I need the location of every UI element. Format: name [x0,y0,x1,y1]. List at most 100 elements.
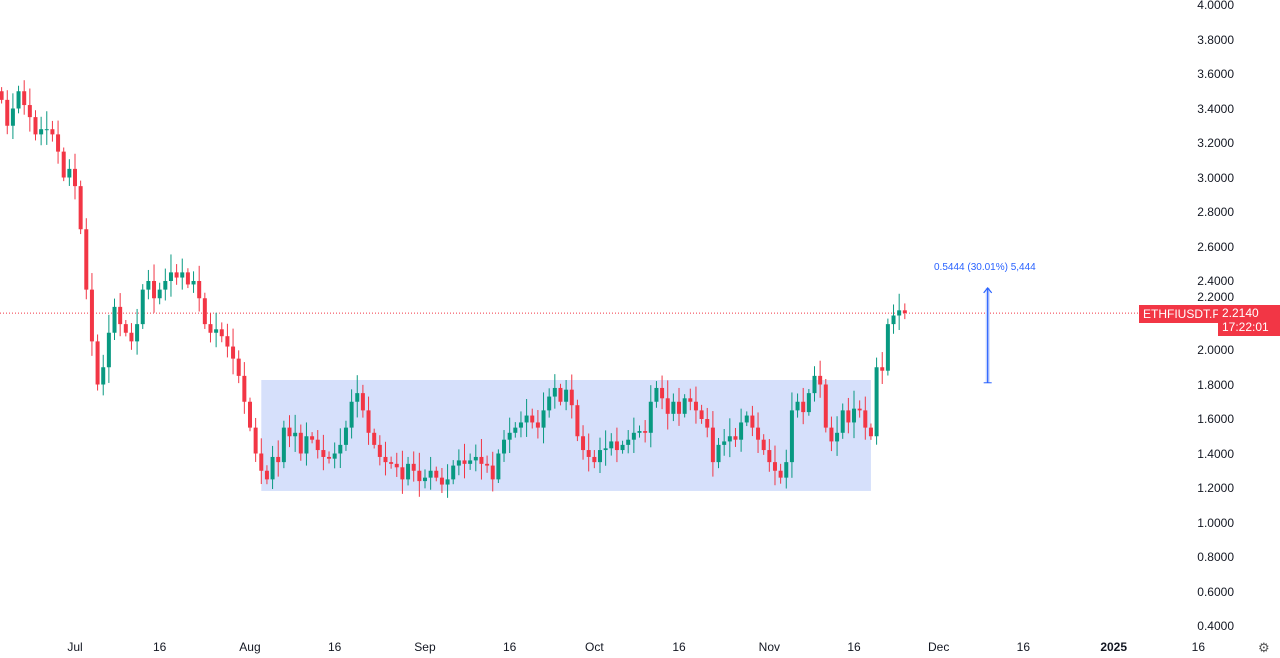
last-price: 2.2140 [1222,306,1259,320]
candle-body [219,329,224,337]
candle [744,411,749,427]
candle-body [846,410,851,423]
candle [535,410,540,439]
candle [208,313,213,343]
candle [462,443,467,479]
candle-body [552,387,557,397]
bar-countdown: 17:22:01 [1222,320,1269,334]
candle-body [50,129,55,135]
candle [620,440,625,454]
candle [739,408,744,452]
candle [236,350,241,384]
candle-body [772,462,777,471]
candle [61,147,66,182]
candle [507,417,512,453]
candle [95,334,100,391]
candle [496,449,501,483]
candle-body [118,306,123,325]
y-tick-label: 3.2000 [1197,136,1234,150]
candle-body [135,324,140,342]
candle [242,362,247,414]
candle-body [185,272,190,285]
candle [202,292,207,329]
candle [502,430,507,462]
candle-body [276,456,281,463]
candle [801,387,806,425]
candle-body [789,410,794,463]
candle-body [61,151,66,178]
candle-body [513,427,518,433]
candle-body [530,415,535,423]
candle-body [660,387,665,399]
candle [524,398,529,437]
candle-body [547,396,552,411]
candle [857,400,862,418]
candle-body [281,427,286,463]
gear-icon[interactable]: ⚙ [1258,640,1270,655]
candle-body [643,431,648,433]
candle [863,396,868,440]
candle-body [710,427,715,463]
candle-body [84,229,89,290]
candle [389,456,394,469]
candle-body [242,375,247,402]
candle [406,456,411,486]
candle [473,444,478,472]
candle [479,439,484,480]
candle [372,428,377,449]
candle [750,405,755,437]
candle-body [22,91,27,106]
candle-body [225,336,230,347]
candle-body [507,432,512,440]
candle [264,465,269,485]
candle [281,420,286,469]
candle [231,328,236,375]
candle [597,437,602,473]
candle-body [620,444,625,451]
candle [332,442,337,469]
candle-body [310,436,315,440]
candle-body [518,422,523,428]
candle-body [496,453,501,480]
candle-body [208,324,213,333]
candle [761,434,766,455]
candle [67,159,72,186]
candle-body [422,477,427,482]
candle-body [727,436,732,442]
candle-body [739,422,744,440]
candle [73,153,77,200]
candle-body [502,439,507,454]
x-tick-label: 16 [672,640,686,654]
candle [547,388,552,418]
x-tick-label: 16 [847,640,861,654]
candle [321,434,326,471]
candle [106,314,111,383]
candle-body [174,272,179,278]
candle-body [852,408,857,423]
candle [586,433,591,472]
x-tick-label: Aug [239,640,261,654]
candle-body [693,401,698,411]
candle-body [270,456,275,480]
candle-body [95,341,100,385]
candle [733,427,738,447]
candle-body [360,393,365,411]
arrow-head-icon [983,286,993,294]
candle [852,390,857,439]
candle [349,389,354,439]
last-price-box: 2.2140 17:22:01 [1218,305,1280,336]
candle [428,456,433,490]
candle-body [287,427,292,437]
candle [513,422,518,438]
y-tick-label: 2.2000 [1197,290,1234,304]
candle [818,360,823,398]
candle [293,414,298,452]
candle-body [247,401,252,428]
candle [355,375,360,418]
candle [569,374,574,419]
candle-body [406,463,411,480]
candle [835,416,840,456]
candle [89,273,94,356]
candle-body [197,281,202,299]
